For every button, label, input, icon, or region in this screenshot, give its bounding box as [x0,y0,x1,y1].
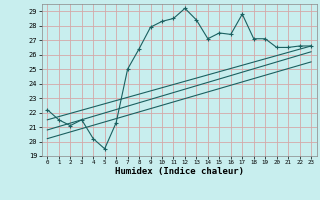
X-axis label: Humidex (Indice chaleur): Humidex (Indice chaleur) [115,167,244,176]
